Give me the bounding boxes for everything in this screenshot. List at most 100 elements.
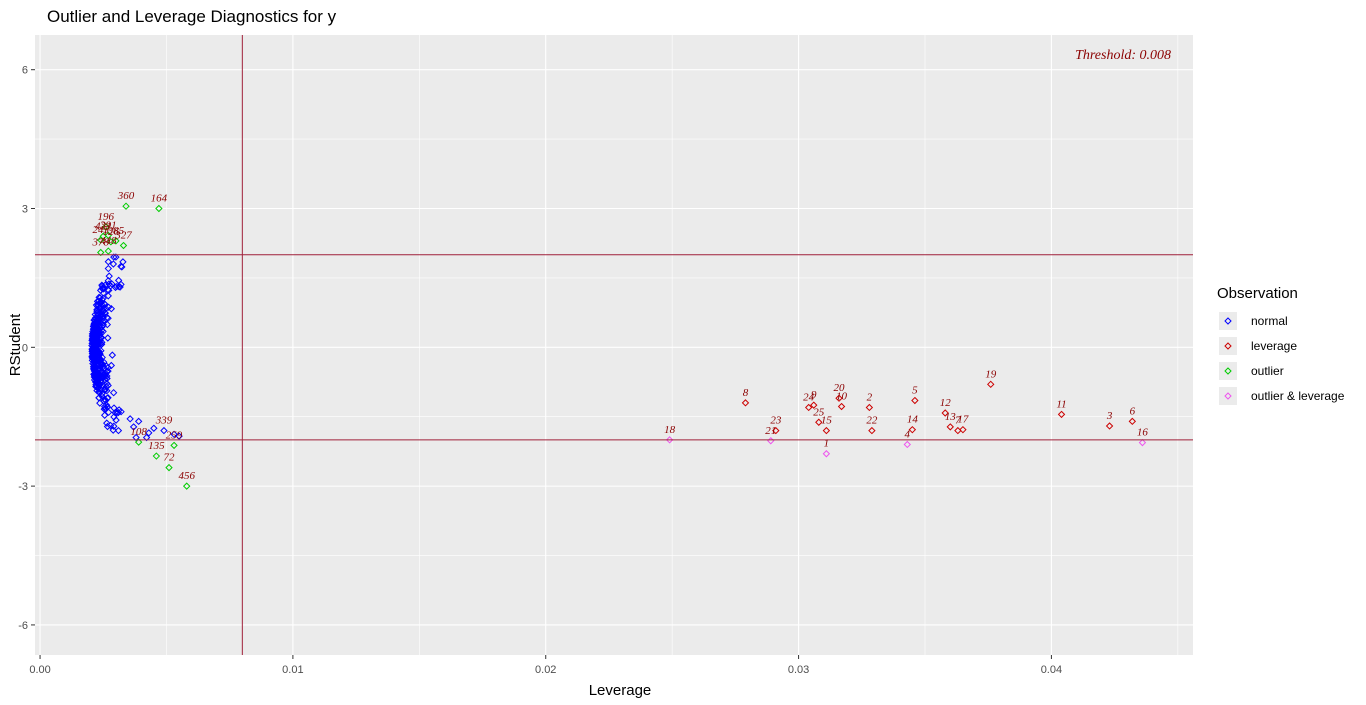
legend-label: outlier & leverage	[1251, 389, 1345, 403]
normal-point	[117, 280, 125, 289]
normal-point	[95, 303, 103, 312]
leverage-point	[911, 396, 919, 405]
chart-title: Outlier and Leverage Diagnostics for y	[47, 7, 337, 26]
normal-point	[100, 402, 109, 411]
point-label: 6	[1130, 405, 1136, 417]
normal-point	[96, 399, 104, 407]
point-label: 378	[91, 236, 109, 248]
normal-point	[170, 430, 178, 439]
outlier-point	[112, 237, 120, 245]
point-label: 20	[834, 382, 846, 394]
leverage-point	[1105, 422, 1114, 430]
point-label: 327	[114, 230, 132, 242]
normal-point	[94, 327, 103, 336]
leverage-point	[868, 426, 876, 435]
point-label: 126	[103, 226, 120, 238]
normal-point	[110, 404, 118, 412]
normal-point	[91, 378, 100, 386]
normal-point	[101, 376, 109, 384]
normal-point	[114, 408, 123, 417]
legend-marker	[1224, 392, 1232, 400]
legend-marker	[1224, 367, 1232, 375]
legend-key	[1219, 387, 1237, 405]
point-label: 339	[155, 415, 173, 427]
leverage-point	[908, 425, 917, 434]
leverage-point	[987, 380, 995, 389]
normal-point	[104, 258, 113, 266]
point-label: 5	[912, 385, 918, 397]
normal-point	[129, 423, 138, 431]
normal-point	[114, 426, 123, 435]
normal-point	[117, 407, 125, 416]
normal-point	[103, 386, 111, 395]
leverage-point	[865, 403, 874, 412]
normal-point	[103, 422, 112, 431]
normal-point	[94, 341, 102, 350]
legend: Observation normal leverage outlier outlier…	[1217, 285, 1345, 405]
grid-minor	[35, 35, 1193, 655]
normal-point	[104, 276, 113, 285]
point-label: 12	[940, 397, 952, 409]
x-axis-title: Leverage	[589, 682, 652, 699]
reference-lines	[35, 35, 1193, 655]
legend-label: normal	[1251, 314, 1288, 328]
legend-key	[1219, 312, 1237, 330]
legend-marker	[1224, 342, 1232, 350]
point-label: 10	[836, 391, 848, 403]
leverage-point	[837, 402, 846, 411]
outlier-point	[97, 236, 105, 244]
y-axis-title: RStudent	[7, 313, 24, 376]
normal-point	[126, 415, 134, 423]
normal-point	[134, 417, 143, 426]
x-tick-label: 0.04	[1041, 664, 1062, 676]
normal-point	[104, 264, 113, 273]
leverage-point	[741, 399, 750, 407]
plot-panel	[35, 35, 1193, 655]
normal-point	[102, 369, 110, 378]
normal-point	[175, 432, 183, 440]
normal-point	[105, 272, 113, 280]
normal-point	[104, 292, 112, 300]
normal-point	[104, 363, 112, 372]
outlier-point	[102, 223, 110, 231]
normal-point	[102, 401, 111, 409]
y-tick-label: -3	[18, 481, 28, 493]
leverage-point	[822, 426, 831, 435]
point-label: 448	[100, 235, 117, 247]
normal-point	[107, 305, 116, 313]
normal-point	[99, 289, 108, 297]
normal-point	[108, 280, 116, 288]
outlier-leverage-point	[1138, 438, 1147, 447]
point-label: 391	[99, 219, 117, 231]
normal-point	[96, 315, 104, 323]
normal-point	[99, 369, 107, 377]
leverage-point	[772, 426, 780, 435]
point-label: 24	[803, 391, 815, 403]
normal-point	[104, 408, 113, 417]
point-label: 245	[92, 224, 109, 236]
threshold-annotation: Threshold: 0.008	[1075, 48, 1171, 63]
point-label: 8	[743, 387, 749, 399]
leverage-point	[815, 418, 823, 426]
normal-point	[103, 419, 111, 427]
point-label: 360	[117, 190, 135, 202]
normal-point	[99, 373, 107, 382]
normal-point	[97, 340, 106, 348]
point-label: 385	[107, 225, 125, 237]
point-label: 196	[98, 211, 115, 223]
leverage-point	[946, 423, 954, 431]
outlier-point	[152, 452, 161, 460]
x-axis-ticks: 0.00 0.01 0.02 0.03 0.04	[29, 655, 1062, 676]
normal-point	[94, 357, 102, 366]
normal-point	[98, 295, 106, 304]
outlier-point	[165, 463, 173, 472]
point-label: 108	[130, 426, 147, 438]
normal-point	[104, 381, 112, 390]
point-label: 15	[821, 415, 833, 427]
x-tick-label: 0.01	[282, 664, 303, 676]
leverage-point	[1057, 410, 1066, 419]
point-label: 9	[811, 389, 817, 401]
point-label: 22	[866, 415, 878, 427]
legend-key	[1219, 362, 1237, 380]
